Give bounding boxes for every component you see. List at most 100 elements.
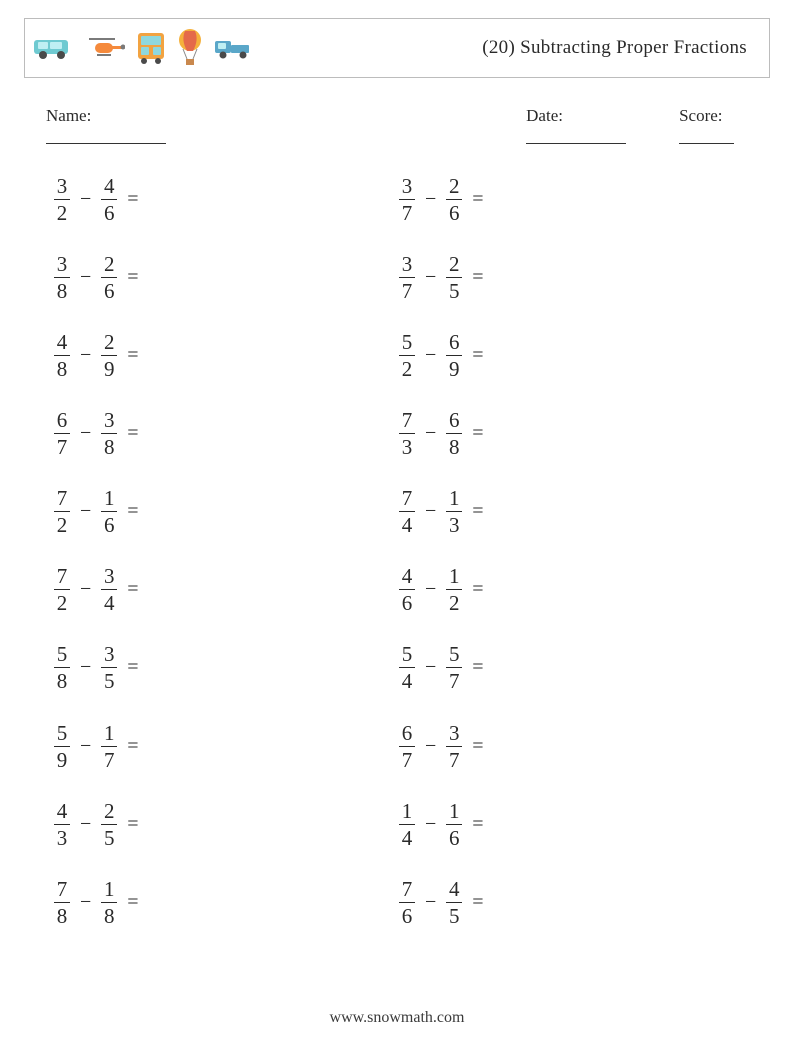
fraction-bar [101,667,117,668]
minus-operator: − [425,188,436,211]
bus-icon [135,31,167,65]
name-label: Name: [46,106,91,125]
fraction: 58 [54,643,70,692]
fraction-bar [101,433,117,434]
footer-url: www.snowmath.com [330,1009,465,1026]
fraction: 38 [54,253,70,302]
numerator-a: 3 [400,175,415,197]
name-field: Name: [46,106,196,149]
fraction-bar [54,355,70,356]
fraction: 38 [101,409,117,458]
fraction-bar [399,824,415,825]
fraction: 72 [54,565,70,614]
minus-operator: − [80,578,91,601]
denominator-a: 2 [55,202,70,224]
fraction: 59 [54,722,70,771]
fraction-bar [101,511,117,512]
fraction: 26 [101,253,117,302]
problem: 32−46= [54,175,399,224]
minus-operator: − [425,735,436,758]
footer: www.snowmath.com [0,1009,794,1027]
problems-grid: 32−46=37−26=38−26=37−25=48−29=52−69=67−3… [54,175,770,927]
fraction-bar [101,199,117,200]
minus-operator: − [425,344,436,367]
numerator-b: 6 [447,409,462,431]
fraction-bar [101,355,117,356]
equals-sign: = [472,422,483,445]
fraction-bar [399,277,415,278]
problem: 78−18= [54,878,399,927]
fraction: 68 [446,409,462,458]
minus-operator: − [80,813,91,836]
fraction-bar [101,746,117,747]
fraction: 37 [399,175,415,224]
numerator-a: 1 [400,800,415,822]
minus-operator: − [80,500,91,523]
problem: 43−25= [54,800,399,849]
fraction: 78 [54,878,70,927]
denominator-b: 6 [102,514,117,536]
equals-sign: = [127,735,138,758]
score-field: Score: [679,106,770,149]
minus-operator: − [80,735,91,758]
minus-operator: − [80,344,91,367]
fraction: 67 [399,722,415,771]
fraction: 67 [54,409,70,458]
fraction-bar [54,277,70,278]
fraction: 17 [101,722,117,771]
fraction-bar [399,667,415,668]
numerator-a: 4 [55,331,70,353]
denominator-a: 6 [400,592,415,614]
denominator-b: 8 [102,905,117,927]
denominator-a: 2 [400,358,415,380]
helicopter-icon [85,35,125,61]
fraction: 12 [446,565,462,614]
equals-sign: = [127,813,138,836]
fraction-bar [54,199,70,200]
denominator-b: 8 [447,436,462,458]
equals-sign: = [127,578,138,601]
fraction: 54 [399,643,415,692]
equals-sign: = [127,500,138,523]
numerator-b: 2 [447,253,462,275]
denominator-a: 4 [400,670,415,692]
denominator-b: 6 [447,827,462,849]
problem: 58−35= [54,643,399,692]
problem: 54−57= [399,643,744,692]
numerator-b: 4 [447,878,462,900]
numerator-a: 7 [400,487,415,509]
fraction: 46 [399,565,415,614]
equals-sign: = [472,266,483,289]
numerator-b: 6 [447,331,462,353]
numerator-a: 5 [55,722,70,744]
minus-operator: − [425,813,436,836]
minus-operator: − [80,266,91,289]
denominator-b: 6 [102,202,117,224]
numerator-a: 3 [55,175,70,197]
numerator-a: 5 [400,331,415,353]
fraction-bar [446,589,462,590]
score-blank[interactable] [679,126,734,144]
date-blank[interactable] [526,126,626,144]
date-label: Date: [526,106,563,125]
minus-operator: − [80,656,91,679]
numerator-a: 7 [55,487,70,509]
numerator-b: 1 [102,878,117,900]
fraction-bar [101,824,117,825]
problem: 48−29= [54,331,399,380]
denominator-b: 6 [102,280,117,302]
fraction: 74 [399,487,415,536]
fraction: 25 [101,800,117,849]
denominator-b: 8 [102,436,117,458]
fraction-bar [54,667,70,668]
name-blank[interactable] [46,126,166,144]
denominator-b: 7 [447,670,462,692]
denominator-a: 7 [400,280,415,302]
problem: 67−38= [54,409,399,458]
denominator-a: 7 [400,749,415,771]
numerator-b: 1 [102,722,117,744]
balloon-icon [177,29,203,67]
denominator-a: 8 [55,358,70,380]
page: (20) Subtracting Proper Fractions Name: … [0,0,794,1053]
fraction: 14 [399,800,415,849]
